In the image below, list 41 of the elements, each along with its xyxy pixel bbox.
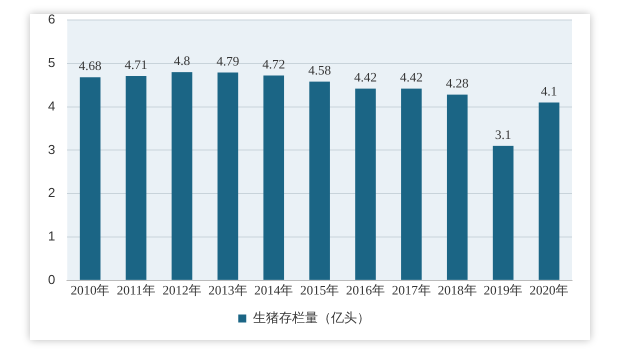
legend-label: 生猪存栏量（亿头） xyxy=(252,310,370,325)
y-tick-label: 1 xyxy=(48,228,56,244)
bar xyxy=(355,88,376,280)
y-tick-label: 2 xyxy=(48,185,56,200)
data-label: 4.72 xyxy=(262,56,286,72)
x-tick-label: 2010年 xyxy=(70,282,110,298)
bar xyxy=(218,72,238,280)
data-label: 4.42 xyxy=(400,69,423,84)
bar xyxy=(126,76,146,280)
x-tick-label: 2019年 xyxy=(484,282,523,298)
data-label: 4.28 xyxy=(446,76,469,91)
x-tick-label: 2016年 xyxy=(346,282,386,298)
bar xyxy=(80,77,100,280)
y-tick-label: 5 xyxy=(48,54,56,70)
data-label: 4.1 xyxy=(540,83,558,98)
y-tick-label: 4 xyxy=(48,98,56,114)
bar xyxy=(538,102,560,280)
bar xyxy=(309,82,330,280)
bar xyxy=(446,94,468,280)
y-tick-label: 0 xyxy=(48,272,56,287)
x-tick-label: 2020年 xyxy=(530,282,569,298)
y-tick-label: 3 xyxy=(48,142,56,157)
x-tick-label: 2018年 xyxy=(438,282,477,298)
bar xyxy=(492,146,514,280)
data-label: 4.8 xyxy=(174,53,190,68)
y-tick-label: 6 xyxy=(48,12,56,27)
data-label: 4.42 xyxy=(354,69,377,84)
bar xyxy=(401,88,422,280)
data-label: 4.79 xyxy=(216,53,240,68)
x-tick-label: 2014年 xyxy=(254,282,294,298)
bar xyxy=(172,72,192,280)
bar xyxy=(263,76,284,280)
data-label: 4.58 xyxy=(308,62,331,78)
x-tick-label: 2017年 xyxy=(392,282,431,298)
x-tick-label: 2012年 xyxy=(162,282,202,298)
data-label: 4.68 xyxy=(78,58,102,74)
x-tick-label: 2011年 xyxy=(116,282,156,298)
x-tick-label: 2015年 xyxy=(300,282,340,298)
data-label: 3.1 xyxy=(495,126,512,142)
x-tick-label: 2013年 xyxy=(208,282,248,298)
data-label: 4.71 xyxy=(124,56,148,72)
